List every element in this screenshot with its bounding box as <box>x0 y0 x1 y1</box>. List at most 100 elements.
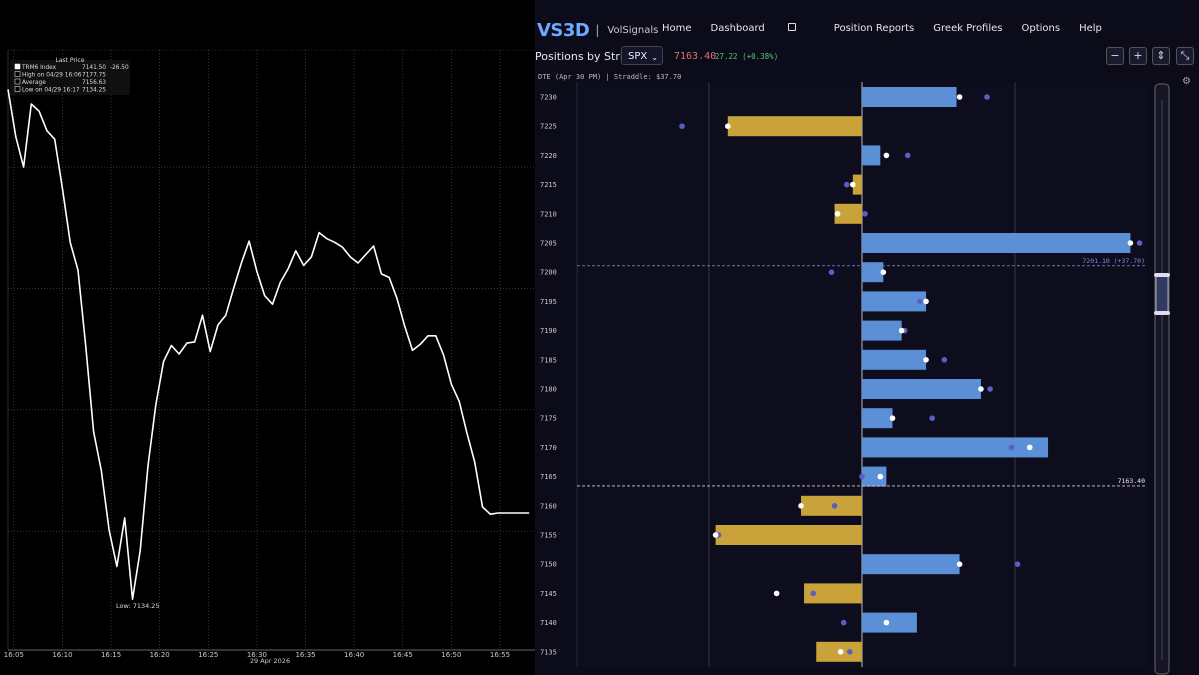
strike-label: 7160 <box>540 502 557 510</box>
white-marker-point <box>877 473 884 480</box>
white-marker-point <box>834 211 841 217</box>
white-marker-point <box>923 357 929 363</box>
x-tick-label: 16:10 <box>52 651 72 659</box>
strike-bar-chart-svg: 7230 7225 7220 7215 7210 7205 7200 7195 7190 7185… <box>540 82 1170 675</box>
brand-logo[interactable]: VS3D <box>537 19 590 41</box>
strike-label: 7185 <box>540 356 557 364</box>
zoom-out-button[interactable]: − <box>1106 47 1124 65</box>
x-tick-label: 16:50 <box>441 651 461 659</box>
x-tick-label: 16:55 <box>490 651 510 659</box>
white-marker-point <box>773 590 780 597</box>
price-series-line <box>7 89 530 601</box>
strike-bar <box>862 145 881 166</box>
nav-help[interactable]: Help <box>1079 23 1102 34</box>
white-marker-point <box>883 152 890 159</box>
legend-value: 7134.25 <box>82 88 106 94</box>
nav-options[interactable]: Options <box>1021 23 1061 34</box>
reference-line-label: 7201.10 (+37.70) <box>1082 257 1145 265</box>
blue-marker-point <box>1014 561 1021 567</box>
white-marker-point <box>883 619 890 626</box>
blue-marker-point <box>941 357 948 363</box>
strike-label: 7220 <box>540 152 557 160</box>
scrollbar-thumb <box>1155 273 1169 315</box>
scrollbar-handle-top <box>1154 273 1170 277</box>
blue-marker-point <box>831 503 838 509</box>
strike-bar <box>862 349 927 370</box>
strike-label: 7145 <box>540 590 557 598</box>
legend-title: Last Price <box>55 57 84 64</box>
expand-button[interactable]: ⤡ <box>1176 47 1194 65</box>
strike-bar <box>862 379 981 399</box>
nav-greek-profiles[interactable]: Greek Profiles <box>933 23 1003 34</box>
blue-marker-point <box>1136 240 1143 246</box>
white-marker-point <box>956 94 963 100</box>
strike-bar <box>862 320 902 341</box>
strike-label: 7205 <box>540 240 557 248</box>
white-marker-point <box>1026 444 1033 451</box>
date-label: 29 Apr 2026 <box>250 657 290 665</box>
chart-toolbar: Positions by Strike SPX ⌄ 7163.40 27.22 (… <box>535 46 1199 68</box>
legend-label: Low on 04/29 16:17 <box>22 88 80 94</box>
page-title: Positions by Strike <box>535 50 636 63</box>
white-marker-point <box>712 532 719 538</box>
x-tick-label: 16:40 <box>344 651 364 659</box>
blue-marker-point <box>904 152 911 159</box>
white-marker-point <box>978 386 984 392</box>
strike-label: 7210 <box>540 210 557 218</box>
symbol-value: SPX <box>628 51 648 62</box>
white-marker-point <box>889 415 896 422</box>
price-change: 27.22 (+0.38%) <box>715 52 779 61</box>
x-tick-label: 16:15 <box>101 651 121 659</box>
nav-position-reports[interactable]: Position Reports <box>833 23 915 34</box>
strike-bar <box>801 495 862 516</box>
strike-label: 7215 <box>540 181 557 189</box>
strike-label: 7170 <box>540 444 557 452</box>
legend-label: High on 04/29 16:06 <box>22 73 82 79</box>
strike-label: 7155 <box>540 532 557 540</box>
strike-label: 7230 <box>540 94 557 102</box>
strike-bar <box>852 174 862 195</box>
x-tick-label: 16:05 <box>4 651 24 659</box>
blue-marker-point <box>828 269 835 276</box>
last-price: 7163.40 <box>674 51 717 62</box>
strike-label: 7225 <box>540 123 557 131</box>
strike-label: 7200 <box>540 269 557 277</box>
blue-marker-point <box>987 386 993 392</box>
reference-line-label: 7163.40 <box>1118 477 1145 485</box>
gear-icon[interactable]: ⚙ <box>1182 76 1191 87</box>
strike-label: 7165 <box>540 473 557 481</box>
legend-change: -26.50 <box>110 65 129 71</box>
fit-vertical-button[interactable]: ⇕ <box>1152 47 1170 65</box>
x-tick-label: 16:25 <box>198 651 218 659</box>
strike-bar <box>804 583 862 604</box>
symbol-select[interactable]: SPX ⌄ <box>621 46 663 65</box>
vs3d-panel: VS3D | VolSignals Home Dashboard Positio… <box>535 0 1199 675</box>
zoom-in-button[interactable]: + <box>1129 47 1147 65</box>
brand-subtitle: VolSignals <box>607 24 659 36</box>
x-tick-label: 16:35 <box>295 651 315 659</box>
strike-label: 7140 <box>540 619 557 627</box>
strike-bar <box>862 262 884 283</box>
blue-marker-point <box>859 473 865 480</box>
strike-bar <box>862 233 1131 253</box>
blue-marker-point <box>840 619 847 626</box>
top-nav: VS3D | VolSignals Home Dashboard Positio… <box>535 15 1199 45</box>
low-annotation: Low: 7134.25 <box>116 602 160 610</box>
legend-value: 7177.75 <box>82 73 106 79</box>
legend-value: 7156.63 <box>82 80 106 86</box>
strike-bar <box>862 554 960 575</box>
blue-marker-point <box>847 649 853 655</box>
strike-bar <box>715 525 862 545</box>
blue-marker-point <box>679 123 685 129</box>
legend-label: Average <box>22 80 46 86</box>
intraday-price-chart: 16:05 16:10 16:15 16:20 16:25 16:30 16:35 16:40… <box>0 0 535 675</box>
nav-home[interactable]: Home <box>662 23 692 34</box>
blue-marker-point <box>929 415 935 422</box>
strike-bar <box>862 87 957 107</box>
nav-dashboard-label: Dashboard <box>710 23 765 34</box>
strike-bar <box>834 203 862 224</box>
strike-bar <box>862 437 1049 458</box>
nav-dashboard[interactable]: Dashboard <box>711 23 815 34</box>
chevron-down-icon: ⌄ <box>651 53 658 62</box>
